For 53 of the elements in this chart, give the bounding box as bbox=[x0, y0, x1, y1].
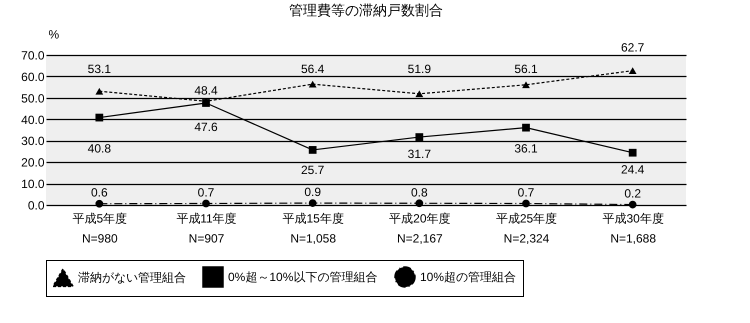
data-label: 40.8 bbox=[88, 142, 112, 156]
y-tick-label: 40.0 bbox=[21, 112, 45, 127]
point bbox=[628, 148, 637, 157]
y-tick-label: 20.0 bbox=[21, 156, 45, 170]
data-label: 0.8 bbox=[410, 185, 428, 200]
data-label: 47.6 bbox=[194, 120, 218, 134]
y-tick-label: 0.0 bbox=[28, 198, 45, 212]
y-tick-label: 50.0 bbox=[21, 91, 45, 106]
data-label: 56.1 bbox=[514, 62, 538, 76]
x-tick-label: 平成20年度 N=2,167 bbox=[389, 212, 451, 246]
point bbox=[415, 133, 424, 141]
x-tick-label: 平成25年度 N=2,324 bbox=[496, 212, 558, 246]
legend-label: 滞納がない管理組合 bbox=[78, 270, 186, 285]
x-tick-label: 平成11年度 N=907 bbox=[176, 212, 237, 246]
point bbox=[415, 199, 424, 208]
data-label: 25.7 bbox=[300, 162, 325, 177]
point bbox=[95, 88, 104, 95]
y-tick-label: 30.0 bbox=[21, 134, 45, 148]
x-tick-label: 平成5年度 N=980 bbox=[72, 212, 128, 246]
point bbox=[522, 81, 530, 88]
y-tick-label: 10.0 bbox=[21, 177, 45, 192]
data-label: 0.2 bbox=[624, 186, 642, 201]
data-label: 0.7 bbox=[518, 186, 535, 200]
point bbox=[522, 124, 530, 132]
point bbox=[308, 199, 317, 207]
data-label: 31.7 bbox=[408, 147, 432, 162]
data-label: 36.1 bbox=[514, 142, 538, 156]
chart-title: 管理費等の滞納戸数割合 bbox=[289, 2, 443, 18]
point bbox=[95, 200, 104, 208]
data-label: 48.4 bbox=[194, 83, 218, 98]
data-label: 0.6 bbox=[90, 186, 108, 200]
data-label: 0.9 bbox=[304, 185, 322, 200]
point bbox=[415, 90, 424, 98]
legend-label: 0%超～10%以下の管理組合 bbox=[228, 270, 378, 284]
point bbox=[628, 200, 637, 208]
y-axis-title: % bbox=[48, 28, 60, 42]
data-label: 0.7 bbox=[198, 186, 215, 200]
point bbox=[308, 146, 317, 154]
data-label: 62.7 bbox=[620, 40, 645, 55]
x-tick-label: 平成15年度 N=1,058 bbox=[282, 212, 344, 246]
point bbox=[522, 200, 530, 208]
point bbox=[628, 67, 637, 74]
data-label: 24.4 bbox=[620, 162, 645, 177]
data-label: 56.4 bbox=[300, 62, 325, 76]
x-tick-label: 平成30年度 N=1,688 bbox=[602, 212, 664, 246]
y-tick-label: 70.0 bbox=[21, 48, 45, 62]
data-label: 51.9 bbox=[408, 62, 432, 76]
point bbox=[202, 200, 210, 208]
point bbox=[308, 80, 317, 88]
data-label: 53.1 bbox=[88, 62, 112, 76]
point bbox=[95, 114, 104, 122]
y-tick-label: 60.0 bbox=[21, 70, 45, 84]
legend-label: 10%超の管理組合 bbox=[420, 270, 516, 284]
